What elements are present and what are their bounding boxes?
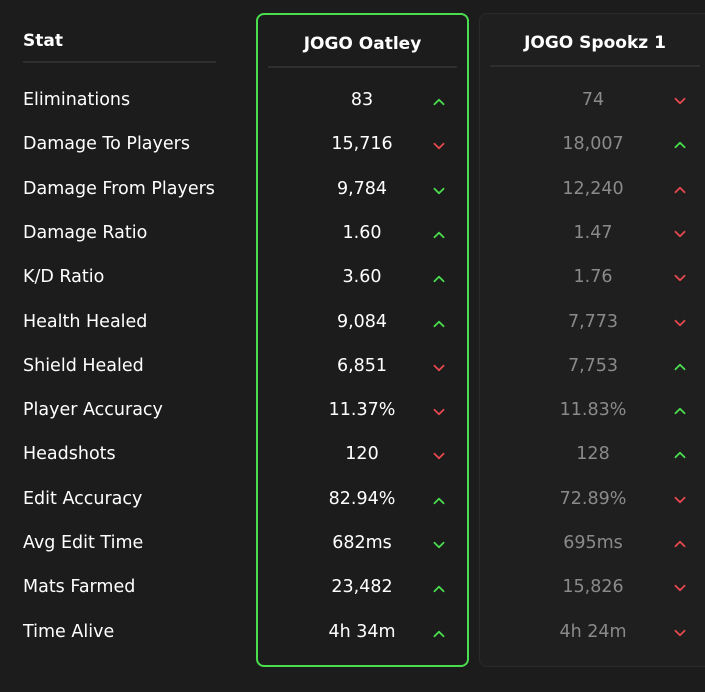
- stat-value: 18,007: [562, 134, 624, 155]
- player-column-jogo-spookz[interactable]: JOGO Spookz 1 74 18,007 12,240 1.47 1.76 7,77…: [479, 13, 705, 667]
- stat-value: 23,482: [331, 577, 393, 598]
- stat-label: K/D Ratio: [23, 267, 105, 288]
- chevron-down-icon: [432, 186, 446, 196]
- chevron-up-icon: [673, 362, 687, 372]
- stat-value: 3.60: [342, 267, 382, 288]
- stat-value: 74: [581, 90, 605, 110]
- stat-value: 128: [576, 444, 610, 465]
- stat-label: Edit Accuracy: [23, 488, 143, 509]
- stat-label: Shield Healed: [23, 355, 144, 376]
- stat-label: Time Alive: [23, 621, 115, 642]
- chevron-up-icon: [432, 629, 446, 639]
- chevron-up-icon: [673, 539, 687, 549]
- chevron-down-icon: [432, 363, 446, 373]
- stat-column-header: Stat: [23, 0, 216, 63]
- chevron-down-icon: [673, 318, 687, 328]
- stat-label: Damage To Players: [23, 134, 190, 155]
- stat-value: 1.47: [573, 222, 613, 243]
- stat-label: Health Healed: [23, 311, 148, 332]
- stat-value: 1.76: [573, 267, 613, 288]
- stat-value: 12,240: [562, 178, 624, 199]
- stat-value: 7,773: [567, 311, 619, 332]
- stat-label: Avg Edit Time: [23, 533, 144, 553]
- stat-value: 9,084: [336, 311, 388, 332]
- stat-label: Eliminations: [23, 90, 131, 110]
- stat-label: Mats Farmed: [23, 577, 136, 598]
- chevron-up-icon: [673, 140, 687, 150]
- chevron-down-icon: [673, 229, 687, 239]
- stat-value: 4h 34m: [328, 621, 396, 642]
- stat-value: 695ms: [563, 533, 623, 553]
- chevron-up-icon: [673, 450, 687, 460]
- chevron-up-icon: [432, 319, 446, 329]
- stat-value: 15,716: [331, 134, 393, 155]
- stat-label: Damage From Players: [23, 178, 215, 199]
- stat-label: Player Accuracy: [23, 400, 163, 421]
- chevron-down-icon: [673, 495, 687, 505]
- stat-label: Headshots: [23, 444, 116, 465]
- stat-value: 7,753: [567, 355, 619, 376]
- stat-value: 15,826: [562, 577, 624, 598]
- chevron-up-icon: [432, 496, 446, 506]
- chevron-down-icon: [673, 273, 687, 283]
- stat-value: 6,851: [336, 355, 388, 376]
- stat-value: 82.94%: [328, 488, 396, 509]
- chevron-down-icon: [673, 583, 687, 593]
- stat-value: 11.83%: [559, 400, 627, 421]
- chevron-up-icon: [673, 406, 687, 416]
- stat-value: 120: [345, 444, 379, 465]
- stat-value: 4h 24m: [559, 621, 627, 642]
- chevron-up-icon: [673, 185, 687, 195]
- chevron-down-icon: [432, 407, 446, 417]
- stat-value: 682ms: [332, 533, 392, 553]
- chevron-up-icon: [432, 274, 446, 284]
- player-name-header: JOGO Spookz 1: [490, 14, 700, 67]
- chevron-down-icon: [432, 141, 446, 151]
- chevron-up-icon: [432, 230, 446, 240]
- player-column-jogo-oatley[interactable]: JOGO Oatley 83 15,716 9,784 1.60 3.60 9,084 6,…: [256, 13, 469, 667]
- player-name-header: JOGO Oatley: [268, 15, 457, 68]
- stat-label: Damage Ratio: [23, 222, 148, 243]
- chevron-down-icon: [673, 628, 687, 638]
- stat-value: 1.60: [342, 222, 382, 243]
- stat-value: 72.89%: [559, 488, 627, 509]
- chevron-up-icon: [432, 584, 446, 594]
- chevron-down-icon: [432, 540, 446, 550]
- chevron-down-icon: [432, 451, 446, 461]
- stat-value: 11.37%: [328, 400, 396, 421]
- stat-value: 9,784: [336, 178, 388, 199]
- chevron-down-icon: [673, 96, 687, 106]
- chevron-up-icon: [432, 97, 446, 107]
- stat-value: 83: [350, 90, 374, 110]
- stat-column: Stat Eliminations Damage To Players Damage…: [23, 0, 216, 642]
